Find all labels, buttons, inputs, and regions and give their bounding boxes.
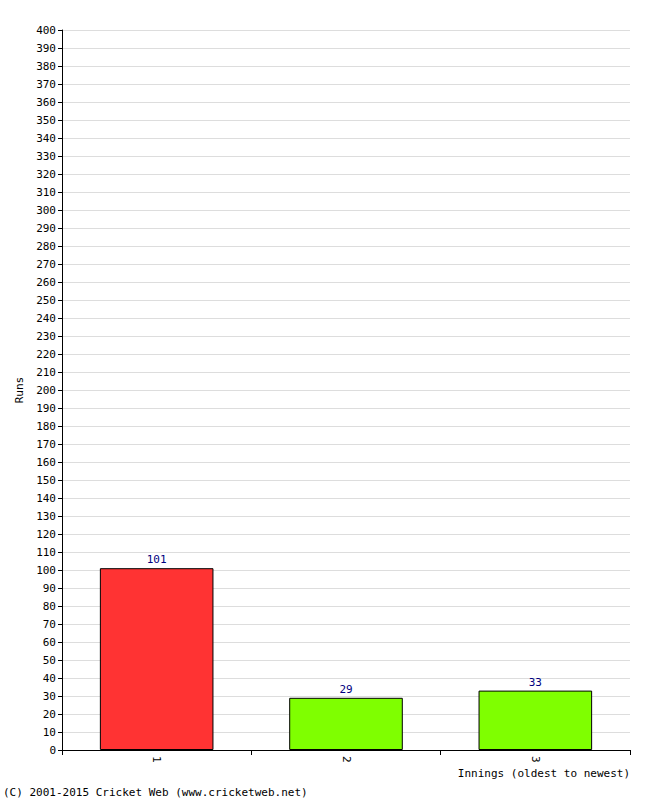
svg-text:40: 40: [43, 672, 56, 685]
svg-text:101: 101: [147, 553, 167, 566]
svg-text:290: 290: [36, 222, 56, 235]
svg-text:150: 150: [36, 474, 56, 487]
svg-text:80: 80: [43, 600, 56, 613]
svg-text:140: 140: [36, 492, 56, 505]
svg-text:390: 390: [36, 42, 56, 55]
svg-text:20: 20: [43, 708, 56, 721]
svg-text:220: 220: [36, 348, 56, 361]
svg-text:(C) 2001-2015 Cricket Web (www: (C) 2001-2015 Cricket Web (www.cricketwe…: [3, 786, 308, 799]
svg-text:1: 1: [150, 756, 163, 763]
svg-text:260: 260: [36, 276, 56, 289]
svg-text:120: 120: [36, 528, 56, 541]
svg-text:70: 70: [43, 618, 56, 631]
svg-text:3: 3: [529, 756, 542, 763]
svg-text:Runs: Runs: [13, 377, 26, 404]
svg-text:340: 340: [36, 132, 56, 145]
svg-text:170: 170: [36, 438, 56, 451]
svg-text:350: 350: [36, 114, 56, 127]
svg-text:200: 200: [36, 384, 56, 397]
svg-text:Innings (oldest to newest): Innings (oldest to newest): [458, 767, 630, 780]
svg-text:300: 300: [36, 204, 56, 217]
svg-text:250: 250: [36, 294, 56, 307]
svg-text:190: 190: [36, 402, 56, 415]
svg-text:330: 330: [36, 150, 56, 163]
svg-text:280: 280: [36, 240, 56, 253]
svg-text:30: 30: [43, 690, 56, 703]
svg-text:33: 33: [529, 676, 542, 689]
svg-text:130: 130: [36, 510, 56, 523]
svg-text:2: 2: [340, 756, 353, 763]
svg-text:10: 10: [43, 726, 56, 739]
svg-text:180: 180: [36, 420, 56, 433]
svg-text:100: 100: [36, 564, 56, 577]
svg-text:60: 60: [43, 636, 56, 649]
svg-text:310: 310: [36, 186, 56, 199]
svg-text:270: 270: [36, 258, 56, 271]
svg-text:29: 29: [339, 683, 352, 696]
svg-text:110: 110: [36, 546, 56, 559]
svg-text:210: 210: [36, 366, 56, 379]
svg-text:230: 230: [36, 330, 56, 343]
svg-text:370: 370: [36, 78, 56, 91]
svg-text:240: 240: [36, 312, 56, 325]
svg-text:160: 160: [36, 456, 56, 469]
svg-text:0: 0: [49, 744, 56, 757]
svg-text:90: 90: [43, 582, 56, 595]
svg-text:50: 50: [43, 654, 56, 667]
svg-text:320: 320: [36, 168, 56, 181]
svg-text:400: 400: [36, 24, 56, 37]
svg-text:380: 380: [36, 60, 56, 73]
svg-text:360: 360: [36, 96, 56, 109]
